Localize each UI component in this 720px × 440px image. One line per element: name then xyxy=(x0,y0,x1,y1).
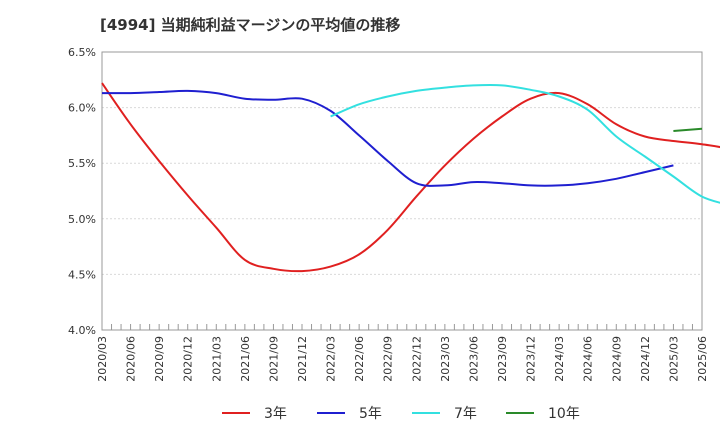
y-tick-label: 5.5% xyxy=(68,157,96,170)
y-tick-label: 6.0% xyxy=(68,102,96,115)
legend-label: 10年 xyxy=(548,406,580,422)
x-tick-label: 2024/06 xyxy=(582,336,595,382)
x-tick-label: 2024/12 xyxy=(639,336,652,382)
y-tick-label: 6.5% xyxy=(68,46,96,59)
x-tick-label: 2022/03 xyxy=(325,336,338,382)
x-tick-label: 2022/06 xyxy=(353,336,366,382)
x-tick-label: 2022/09 xyxy=(382,336,395,382)
legend-label: 7年 xyxy=(454,406,477,422)
series-line-4 xyxy=(673,127,703,132)
x-tick-label: 2022/12 xyxy=(410,336,423,382)
series-line-1 xyxy=(101,82,720,273)
legend: 3年 5年 7年 10年 xyxy=(222,406,580,422)
x-tick-label: 2020/03 xyxy=(96,336,109,382)
legend-label: 3年 xyxy=(264,406,287,422)
x-tick-marks xyxy=(101,324,703,330)
y-tick-label: 4.5% xyxy=(68,268,96,281)
legend-label: 5年 xyxy=(359,406,382,422)
x-tick-label: 2021/03 xyxy=(210,336,223,382)
x-tick-label: 2025/06 xyxy=(696,336,709,382)
series-line-2 xyxy=(101,89,674,187)
x-tick-label: 2023/06 xyxy=(467,336,480,382)
x-tick-label: 2021/06 xyxy=(239,336,252,382)
x-tick-label: 2024/03 xyxy=(553,336,566,382)
y-tick-labels: 4.0% 4.5% 5.0% 5.5% 6.0% 6.5% xyxy=(68,46,96,337)
x-tick-labels: 2020/03 2020/06 2020/09 2020/12 2021/03 2021/… xyxy=(96,336,709,382)
x-tick-label: 2021/09 xyxy=(267,336,280,382)
x-tick-label: 2024/09 xyxy=(610,336,623,382)
plot-frame xyxy=(101,51,703,331)
series-line-3 xyxy=(330,83,720,204)
x-tick-label: 2020/09 xyxy=(153,336,166,382)
x-tick-label: 2023/12 xyxy=(525,336,538,382)
chart-title: [4994] 当期純利益マージンの平均値の推移 xyxy=(100,16,400,34)
x-tick-label: 2023/03 xyxy=(439,336,452,382)
x-tick-label: 2020/06 xyxy=(125,336,138,382)
x-tick-label: 2021/12 xyxy=(296,336,309,382)
x-tick-label: 2025/03 xyxy=(667,336,680,382)
x-tick-label: 2023/09 xyxy=(496,336,509,382)
y-tick-label: 4.0% xyxy=(68,324,96,337)
x-tick-label: 2020/12 xyxy=(182,336,195,382)
series-lines xyxy=(101,82,720,273)
y-tick-label: 5.0% xyxy=(68,213,96,226)
